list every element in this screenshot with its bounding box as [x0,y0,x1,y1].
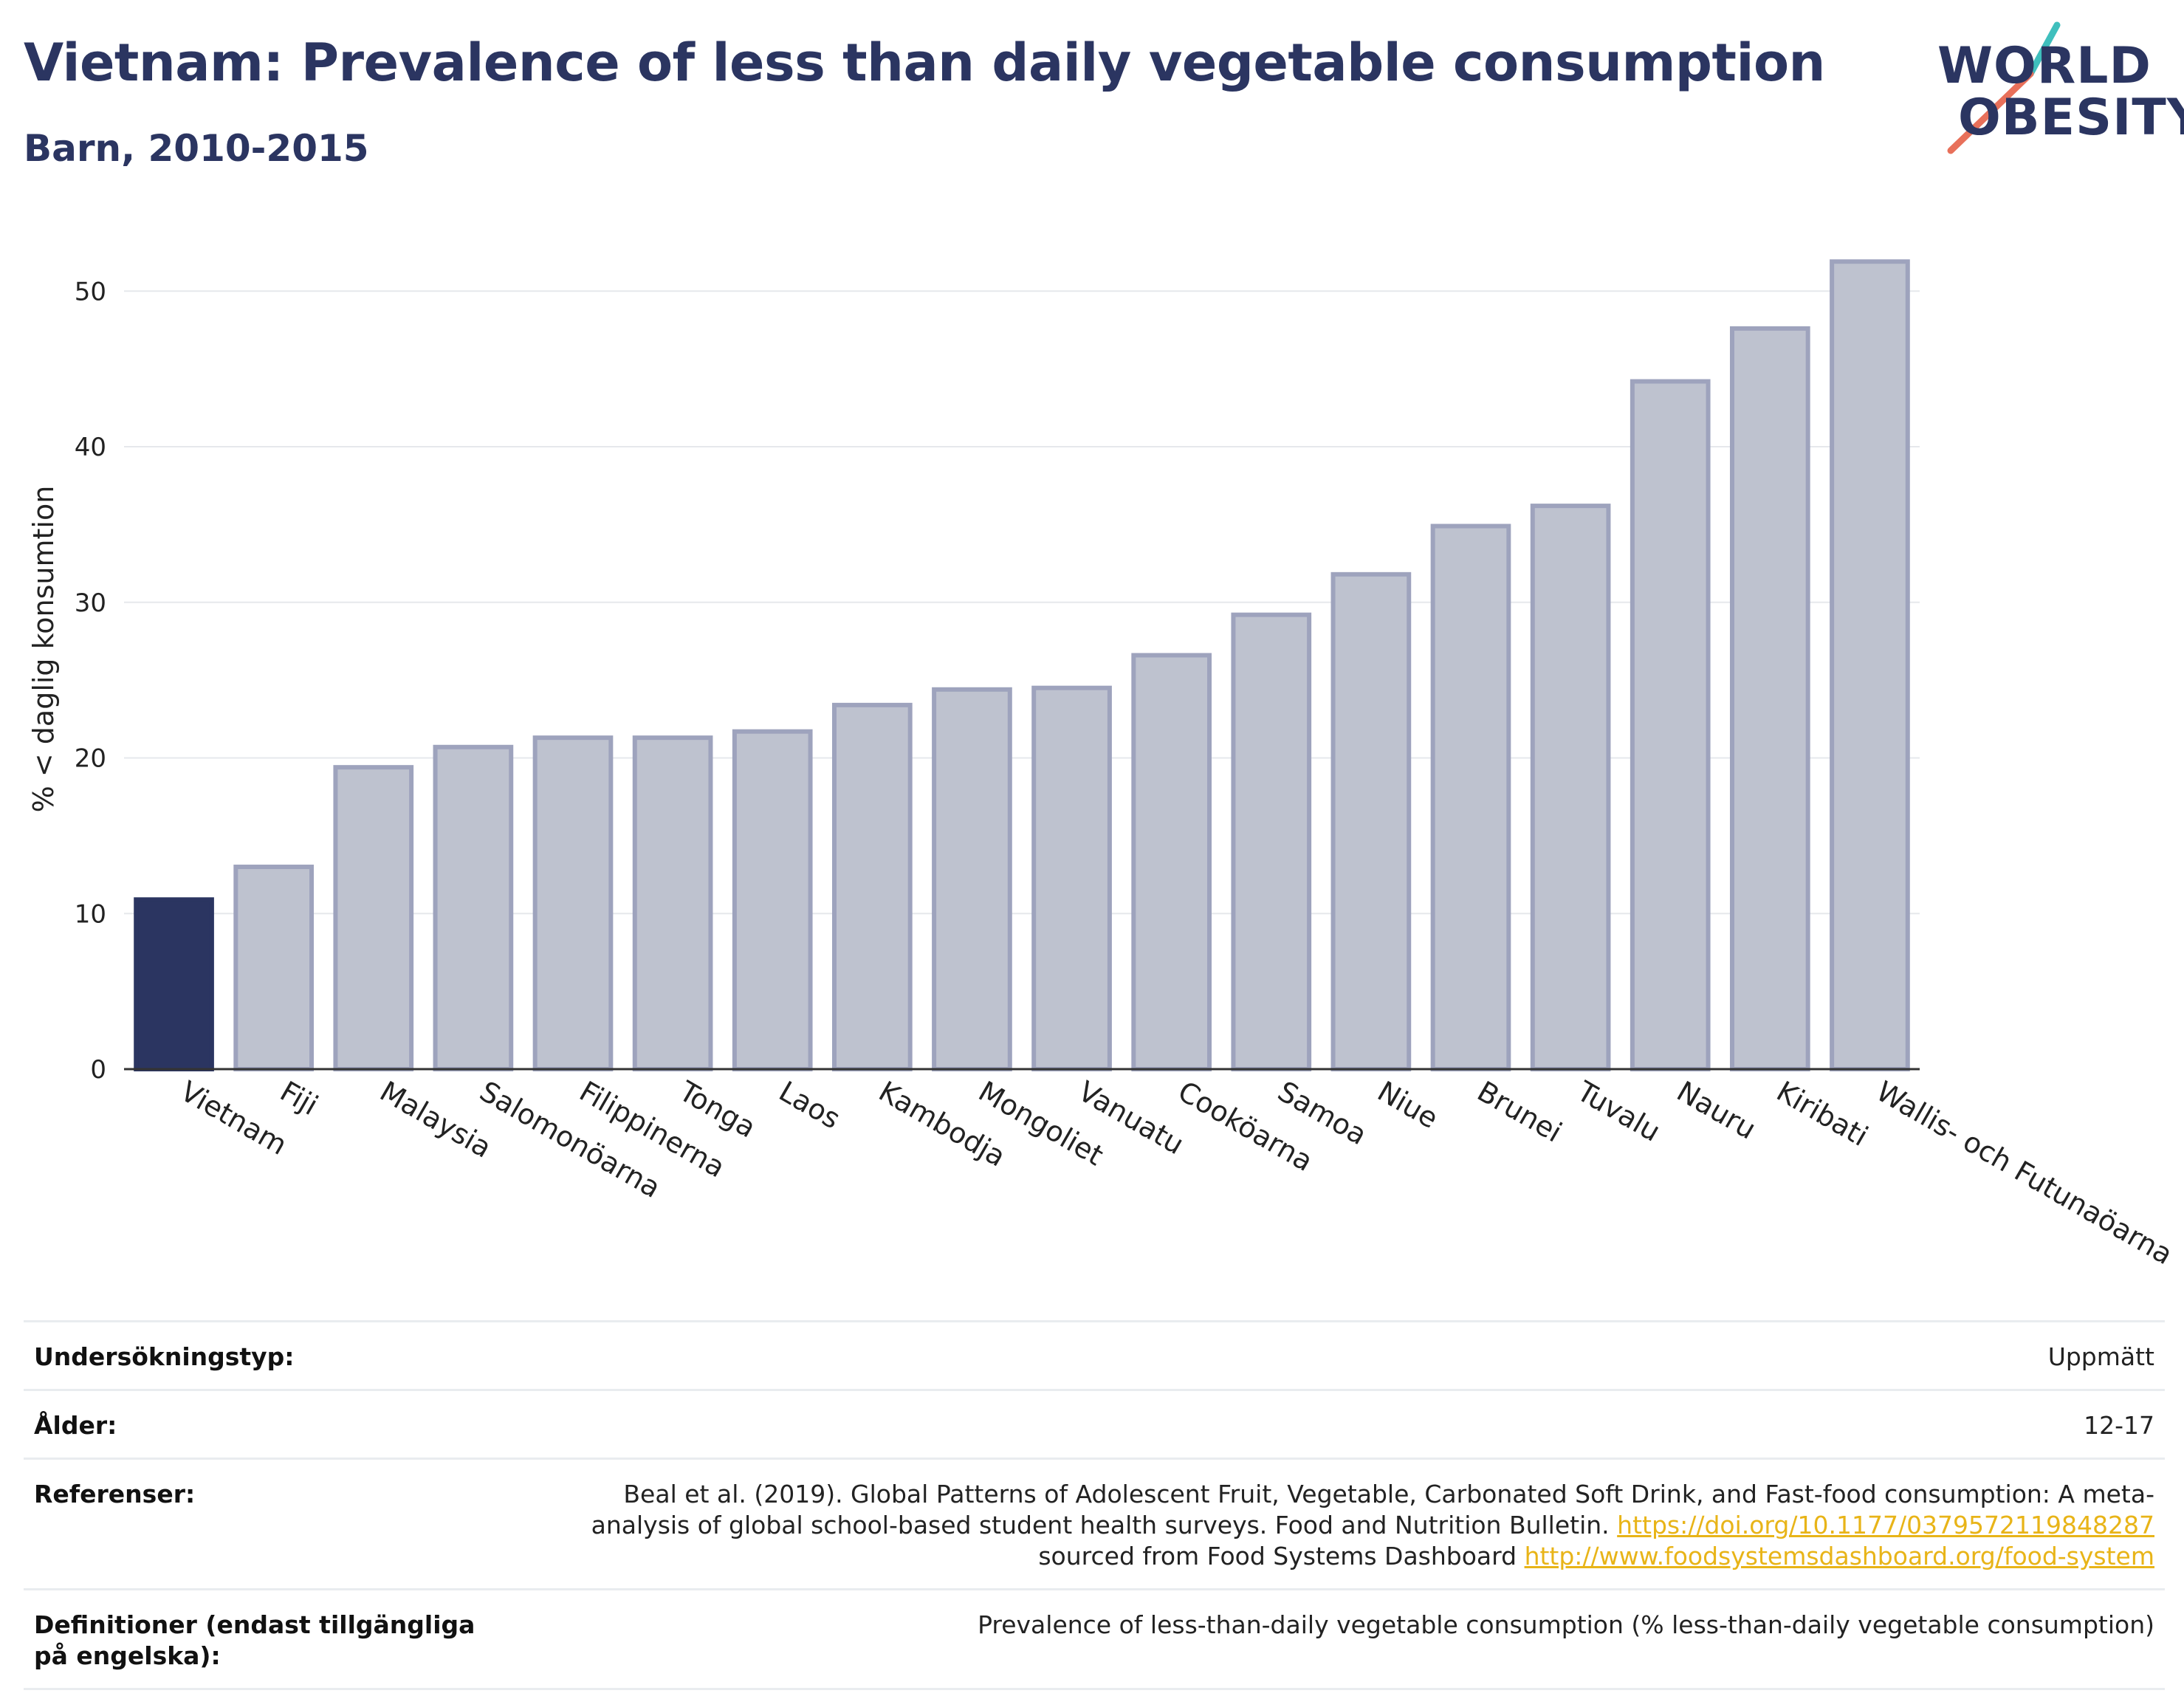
dashboard-link[interactable]: http://www.foodsystemsdashboard.org/food… [1524,1542,2154,1570]
bar [134,897,214,1072]
age-label: Ålder: [34,1411,117,1440]
x-tick-label: Wallis- och Futunaöarna [1871,1075,2178,1271]
bar [732,729,813,1071]
references-label: Referenser: [34,1480,196,1508]
world-obesity-logo: WORLD OBESITY [1920,21,2184,161]
bar [532,735,614,1071]
y-tick-label: 30 [75,588,106,618]
chart-subtitle: Barn, 2010-2015 [24,127,369,170]
y-tick-label: 10 [75,899,106,929]
x-tick-label: Kiribati [1771,1075,1874,1153]
definitions-value: Prevalence of less-than-daily vegetable … [978,1610,2154,1639]
age-value: 12-17 [2084,1411,2154,1440]
bar [1430,523,1511,1071]
bar [932,687,1012,1071]
bar [1031,685,1112,1071]
logo-line-1: WORLD [1937,37,2152,95]
x-tick-label: Laos [774,1075,846,1136]
logo-slash-icon [1947,21,2061,154]
chart-title: Vietnam: Prevalence of less than daily v… [24,32,1825,93]
y-tick-label: 0 [90,1055,106,1085]
survey-type-label: Undersökningstyp: [34,1342,295,1371]
bar [1131,653,1212,1071]
x-tick-label: Malaysia [374,1075,497,1164]
metadata-table: Undersökningstyp: Uppmätt Ålder: 12-17 R… [24,1320,2165,1690]
bar-chart: 0 10 20 30 40 50 % < daglig konsumtion VietnamF… [27,259,2178,1271]
survey-type-value: Uppmätt [2047,1342,2154,1371]
meta-row-references: Referenser: Beal et al. (2019). Global P… [24,1458,2165,1588]
x-tick-label: Salomonöarna [474,1075,666,1204]
bar [1630,379,1711,1071]
bar [831,702,913,1071]
bar [1830,259,1910,1071]
x-tick-label: Vietnam [175,1075,292,1161]
y-tick-label: 40 [75,433,106,462]
bar [1330,571,1412,1072]
references-value: Beal et al. (2019). Global Patterns of A… [545,1479,2154,1572]
y-axis-label: % < daglig konsumtion [27,486,60,813]
y-tick-label: 50 [75,277,106,306]
x-tick-label: Fiji [275,1075,323,1122]
x-tick-label: Nauru [1672,1075,1762,1146]
references-text-2: sourced from Food Systems Dashboard [1038,1542,1525,1570]
bar [1530,504,1611,1071]
x-tick-label: Tuvalu [1571,1074,1666,1148]
meta-row-age: Ålder: 12-17 [24,1389,2165,1458]
bar [1729,326,1810,1071]
definitions-label: Definitioner (endast tillgängliga på eng… [34,1610,475,1670]
references-text-1: Beal et al. (2019). Global Patterns of A… [591,1480,2154,1539]
x-tick-label: Brunei [1472,1075,1567,1149]
logo-line-2: OBESITY [1958,89,2184,147]
bar [632,735,713,1071]
y-tick-label: 20 [75,744,106,774]
meta-row-survey-type: Undersökningstyp: Uppmätt [24,1320,2165,1389]
doi-link[interactable]: https://doi.org/10.1177/0379572119848287 [1617,1511,2154,1539]
meta-row-definitions: Definitioner (endast tillgängliga på eng… [24,1588,2165,1690]
bar [233,865,315,1071]
bar [333,765,414,1071]
bar [1231,612,1312,1071]
bar [433,744,514,1071]
x-tick-label: Niue [1372,1075,1443,1135]
